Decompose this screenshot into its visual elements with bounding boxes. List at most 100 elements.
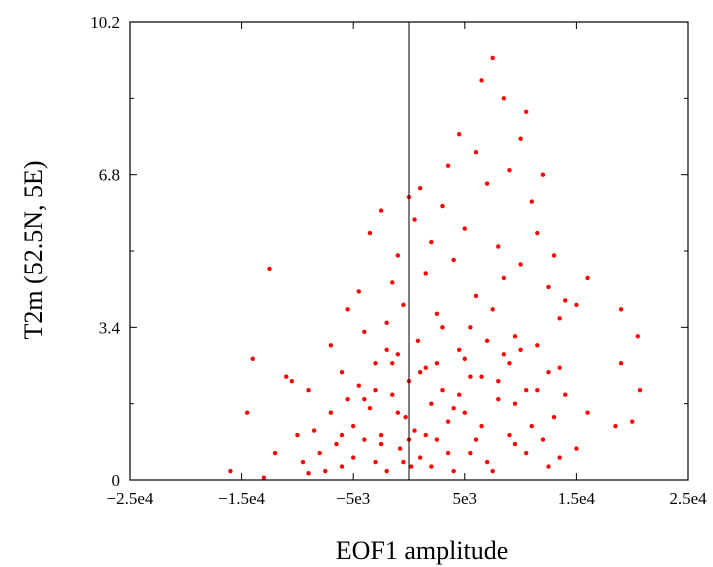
data-point: [451, 257, 456, 263]
data-point: [423, 271, 428, 276]
data-point: [267, 266, 272, 272]
data-point: [523, 109, 529, 115]
data-point: [401, 459, 406, 465]
data-point: [351, 455, 356, 460]
data-point: [457, 132, 462, 137]
data-point: [462, 226, 467, 231]
data-point: [529, 423, 534, 429]
data-point: [373, 459, 378, 465]
data-point: [473, 437, 479, 442]
data-point: [378, 441, 384, 447]
data-point: [512, 334, 518, 339]
data-point: [429, 464, 434, 469]
data-point: [373, 388, 378, 393]
data-point: [395, 410, 401, 415]
data-point: [630, 419, 635, 424]
data-point: [378, 208, 384, 213]
data-point: [535, 388, 540, 393]
data-point: [468, 374, 473, 379]
data-point: [345, 307, 350, 312]
data-point: [574, 446, 579, 451]
ticks-layer: [129, 21, 689, 481]
data-point: [328, 343, 334, 348]
data-point: [563, 392, 568, 397]
data-point: [512, 441, 518, 447]
data-point: [440, 388, 445, 393]
y-axis-label: T2m (52.5N, 5E): [19, 160, 48, 339]
data-point: [390, 280, 395, 285]
data-point: [440, 325, 445, 330]
data-point: [507, 167, 512, 173]
data-point: [289, 379, 295, 384]
x-tick-label: −2.5e4: [107, 489, 154, 508]
data-point: [535, 230, 540, 236]
data-point: [362, 396, 367, 402]
data-point: [512, 401, 518, 406]
data-point: [451, 405, 456, 411]
data-point: [306, 388, 311, 393]
data-point: [507, 432, 512, 438]
data-point: [339, 464, 345, 469]
data-point: [403, 414, 408, 420]
data-point: [423, 365, 428, 370]
data-point: [518, 136, 523, 141]
data-point: [228, 468, 233, 474]
data-point: [546, 464, 551, 469]
data-point: [529, 199, 534, 204]
data-point: [479, 423, 484, 429]
data-point: [250, 356, 255, 361]
tick-labels-layer: −2.5e4 −1.5e4 −5e3 5e3 1.5e4 2.5e4 0 3.4 6.8 10.2: [90, 13, 707, 508]
data-point: [317, 450, 322, 456]
data-point: [462, 356, 467, 361]
data-point: [295, 432, 300, 438]
data-point: [367, 230, 373, 236]
data-point: [618, 361, 624, 366]
data-point: [473, 150, 479, 155]
points-layer: [228, 55, 643, 480]
data-point: [339, 370, 345, 375]
data-point: [417, 370, 423, 375]
x-tick-label: 2.5e4: [669, 489, 707, 508]
data-point: [395, 352, 401, 357]
data-point: [306, 471, 311, 476]
data-point: [479, 78, 484, 83]
data-point: [468, 325, 473, 330]
data-point: [417, 455, 423, 460]
data-point: [496, 379, 501, 384]
data-point: [462, 410, 467, 415]
data-point: [367, 405, 373, 411]
data-point: [496, 396, 501, 402]
data-point: [384, 347, 389, 352]
data-point: [546, 284, 551, 290]
x-tick-label: −5e3: [336, 489, 370, 508]
data-point: [445, 450, 451, 456]
data-point: [501, 352, 507, 357]
data-point: [484, 181, 490, 186]
data-point: [574, 302, 579, 308]
data-point: [415, 338, 421, 343]
data-point: [523, 388, 529, 393]
data-point: [356, 383, 361, 388]
data-point: [518, 347, 523, 352]
data-point: [345, 396, 350, 402]
data-point: [635, 334, 640, 339]
data-point: [546, 370, 551, 375]
data-point: [501, 275, 507, 281]
data-point: [351, 423, 356, 429]
data-point: [613, 423, 618, 429]
data-point: [362, 437, 367, 442]
data-point: [484, 459, 490, 465]
data-point: [479, 374, 484, 379]
data-point: [457, 392, 462, 397]
data-point: [384, 320, 389, 326]
data-point: [468, 450, 473, 456]
data-point: [272, 450, 278, 456]
data-point: [284, 374, 289, 379]
data-point: [490, 55, 495, 61]
data-point: [473, 293, 479, 299]
x-tick-label: 5e3: [453, 489, 478, 508]
data-point: [557, 316, 562, 321]
data-point: [434, 311, 440, 317]
data-point: [540, 172, 546, 177]
data-point: [417, 185, 423, 191]
